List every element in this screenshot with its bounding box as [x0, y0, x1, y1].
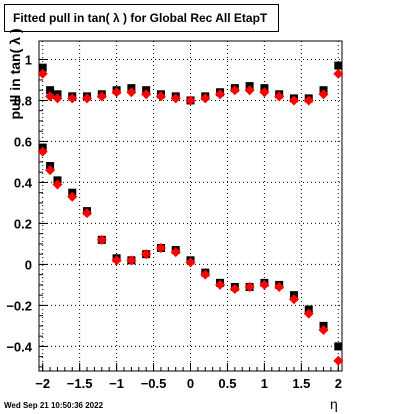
data-point-red: [303, 308, 314, 319]
data-point-black: [334, 342, 343, 351]
data-point-red: [155, 91, 166, 102]
data-point-red: [82, 208, 93, 219]
data-point-red: [185, 95, 196, 106]
data-point-red: [52, 179, 63, 190]
data-point-black: [334, 61, 343, 70]
data-points: [37, 61, 344, 366]
x-tick-label: 0.5: [218, 376, 236, 391]
data-point-red: [333, 68, 344, 79]
data-point-red: [318, 325, 329, 336]
grid: [39, 41, 342, 371]
axis-ticks: [39, 58, 339, 371]
data-point-red: [303, 95, 314, 106]
y-tick-label: 0.2: [14, 216, 32, 231]
data-point-red: [126, 255, 137, 266]
x-tick-label: 0: [187, 376, 194, 391]
x-tick-label: −0.5: [141, 376, 167, 391]
y-tick-label: 1: [25, 52, 32, 67]
date-stamp: Wed Sep 21 10:50:36 2022: [4, 401, 104, 410]
x-tick-label: 1.5: [292, 376, 310, 391]
data-point-red: [96, 91, 107, 102]
x-tick-label: −1.5: [67, 376, 93, 391]
data-point-red: [200, 93, 211, 104]
data-point-red: [170, 93, 181, 104]
data-point-red: [126, 87, 137, 98]
data-point-red: [67, 191, 78, 202]
x-tick-label: −1: [109, 376, 124, 391]
data-point-red: [111, 255, 122, 266]
data-point-red: [318, 89, 329, 100]
data-point-red: [229, 284, 240, 295]
data-point-red: [229, 85, 240, 96]
data-point-red: [82, 93, 93, 104]
y-axis-label: pull in tan( λ ): [7, 28, 23, 120]
data-point-red: [45, 91, 56, 102]
data-point-red: [155, 243, 166, 254]
y-tick-label: 0.6: [14, 134, 32, 149]
data-point-red: [141, 89, 152, 100]
data-point-red: [37, 146, 48, 157]
data-point-black: [38, 63, 47, 72]
y-tick-label: 0.4: [14, 175, 33, 190]
tick-labels: −2 −1.5 −1 −0.5 0 0.5 1 1.5 2 −0.4 −0.2 0 0.2 0.4 0.6 0…: [6, 52, 342, 391]
x-axis-label: η: [330, 396, 338, 412]
data-point-red: [274, 281, 285, 292]
x-tick-label: 2: [335, 376, 342, 391]
data-point-red: [52, 93, 63, 104]
data-point-red: [215, 279, 226, 290]
data-point-red: [67, 93, 78, 104]
data-point-red: [259, 279, 270, 290]
chart-title: Fitted pull in tan( λ ) for Global Rec A…: [4, 4, 279, 32]
data-point-red: [141, 249, 152, 260]
data-point-red: [244, 85, 255, 96]
data-point-red: [288, 95, 299, 106]
data-point-red: [45, 165, 56, 176]
x-tick-label: −2: [35, 376, 50, 391]
data-point-red: [244, 281, 255, 292]
data-point-black: [46, 86, 55, 95]
data-point-red: [200, 269, 211, 280]
data-point-red: [288, 294, 299, 305]
x-tick-label: 1: [261, 376, 268, 391]
y-tick-label: 0: [25, 257, 32, 272]
data-point-red: [37, 68, 48, 79]
data-point-red: [215, 89, 226, 100]
data-point-red: [274, 91, 285, 102]
data-point-red: [170, 247, 181, 258]
data-point-red: [259, 87, 270, 98]
data-point-red: [185, 257, 196, 268]
y-tick-label: −0.2: [6, 298, 32, 313]
data-point-red: [111, 87, 122, 98]
data-point-red: [96, 234, 107, 245]
y-tick-label: −0.4: [6, 339, 32, 354]
y-tick-label: 0.8: [14, 93, 32, 108]
data-point-red: [333, 355, 344, 366]
